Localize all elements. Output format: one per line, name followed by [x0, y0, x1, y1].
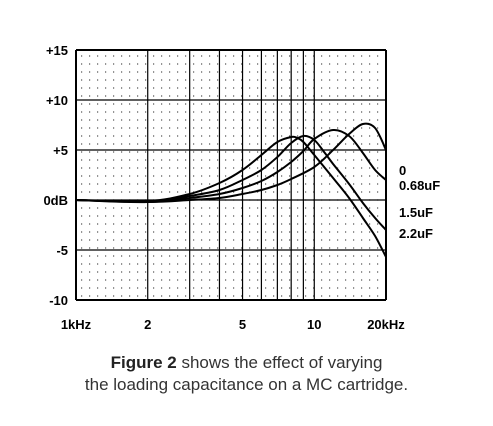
series-line — [75, 122, 387, 204]
caption-text-1: shows the effect of varying — [176, 353, 383, 372]
caption-line-1: Figure 2 shows the effect of varying — [0, 352, 493, 374]
series-line — [75, 134, 387, 231]
x-tick-label: 20kHz — [367, 317, 405, 332]
caption-figure-label: Figure 2 — [110, 353, 177, 372]
x-tick-label: 10 — [307, 317, 321, 332]
series-label: 0 — [399, 163, 406, 178]
x-tick-labels: 1kHz 2 5 10 20kHz — [61, 317, 405, 332]
x-tick-label: 2 — [144, 317, 151, 332]
y-tick-label: +5 — [53, 143, 68, 158]
caption-line-2: the loading capacitance on a MC cartridg… — [84, 375, 409, 394]
y-tick-label: -10 — [49, 293, 68, 308]
y-tick-label: 0dB — [43, 193, 68, 208]
y-tick-label: -5 — [56, 243, 68, 258]
figure-caption: Figure 2 shows the effect of varying the… — [0, 352, 493, 396]
grid-lines — [75, 49, 387, 301]
response-chart: +15 +10 +5 0dB -5 -10 1kHz 2 5 10 20kHz 00.68uF 1.… — [43, 43, 440, 332]
series-label: 0.68uF — [399, 178, 440, 193]
x-tick-label: 1kHz — [61, 317, 92, 332]
y-tick-label: +10 — [46, 93, 68, 108]
y-tick-label: +15 — [46, 43, 68, 58]
series-line — [75, 135, 387, 258]
series-label: 1.5uF — [399, 205, 433, 220]
x-tick-label: 5 — [239, 317, 246, 332]
series-label: 2.2uF — [399, 226, 433, 241]
response-curves — [75, 122, 387, 258]
series-labels: 00.68uF 1.5uF 2.2uF — [399, 163, 440, 241]
series-line — [75, 128, 387, 204]
y-tick-labels: +15 +10 +5 0dB -5 -10 — [43, 43, 68, 308]
